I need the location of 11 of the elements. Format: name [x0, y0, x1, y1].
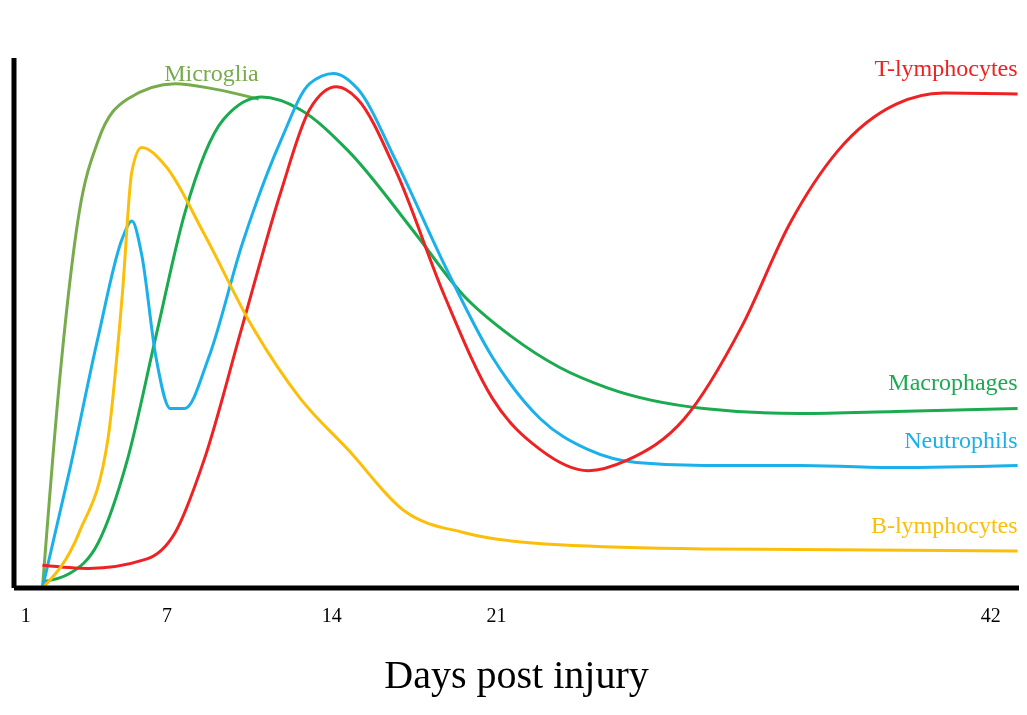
series-label: T-lymphocytes: [874, 55, 1018, 82]
x-tick-label: 21: [486, 604, 507, 627]
series-label: B-lymphocytes: [870, 511, 1018, 538]
series-label: Microglia: [164, 60, 260, 87]
x-tick-label: 42: [980, 604, 1001, 627]
x-tick-label: 14: [321, 604, 342, 627]
x-axis-title: Days post injury: [384, 652, 649, 697]
x-tick-label: 7: [161, 604, 172, 627]
series-label: Macrophages: [888, 369, 1018, 396]
series-label: Neutrophils: [904, 426, 1018, 453]
x-tick-label: 1: [20, 604, 31, 627]
